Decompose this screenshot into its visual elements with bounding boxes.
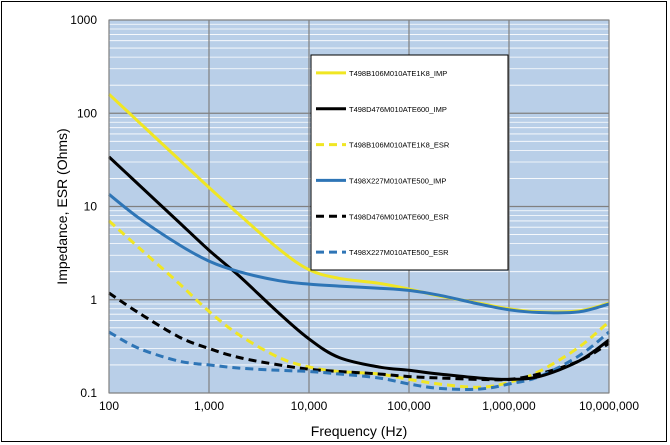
x-tick-label: 100,000 (387, 399, 431, 413)
y-axis-label: Impedance, ESR (Ohms) (54, 128, 70, 284)
legend-label: T498D476M010ATE600_ESR (349, 212, 450, 221)
x-tick-label: 100 (99, 399, 119, 413)
x-axis-label: Frequency (Hz) (311, 423, 407, 439)
legend-box (310, 54, 509, 271)
series-layer (107, 93, 610, 391)
y-axis-ticks: 0.1 1 10 100 1000 (70, 13, 97, 400)
x-tick-label: 10,000 (291, 399, 328, 413)
y-tick-label: 100 (77, 106, 97, 120)
legend-label: T498X227M010ATE500_IMP (349, 176, 446, 185)
series-line-t498x227m010ate500-esr (108, 330, 610, 391)
x-tick-label: 1,000,000 (482, 399, 536, 413)
series-line-t498d476m010ate600-imp (107, 155, 610, 381)
x-axis-ticks: 100 1,000 10,000 100,000 1,000,000 10,000,000 (99, 399, 639, 413)
legend-label: T498X227M010ATE500_ESR (349, 248, 449, 257)
y-tick-label: 1 (90, 293, 97, 307)
y-tick-label: 1000 (70, 13, 97, 27)
legend: T498B106M010ATE1K8_IMP T498D476M010ATE600… (310, 54, 509, 271)
legend-label: T498B106M010ATE1K8_IMP (349, 69, 447, 78)
legend-label: T498B106M010ATE1K8_ESR (349, 141, 450, 150)
plot-border (108, 19, 610, 394)
legend-label: T498D476M010ATE600_IMP (349, 105, 447, 114)
y-tick-label: 0.1 (80, 386, 97, 400)
series-line-t498x227m010ate500-imp (108, 193, 610, 315)
x-tick-label: 1,000 (194, 399, 224, 413)
x-tick-label: 10,000,000 (579, 399, 639, 413)
y-tick-label: 10 (84, 200, 98, 214)
